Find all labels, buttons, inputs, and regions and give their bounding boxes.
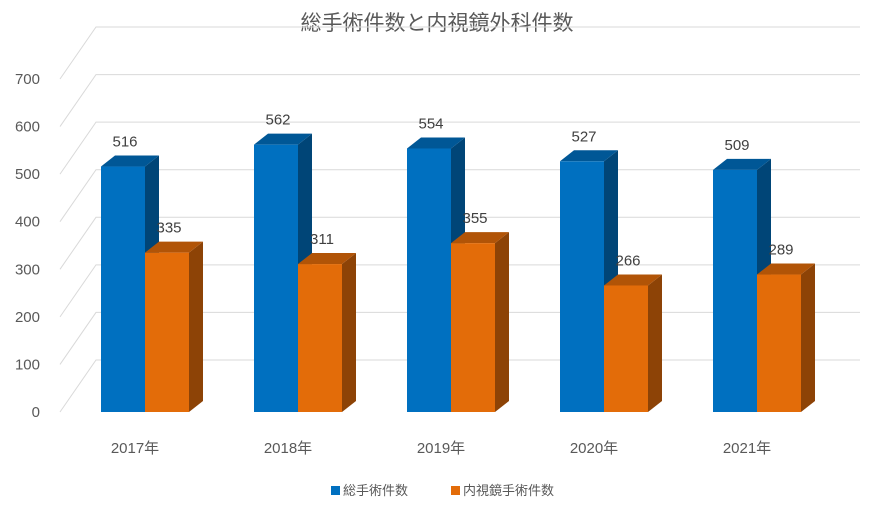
- y-tick-label: 300: [15, 261, 40, 278]
- x-tick-label: 2018年: [264, 440, 312, 457]
- gridline: [59, 74, 860, 127]
- legend-item: 総手術件数: [331, 484, 408, 499]
- data-label: 509: [724, 137, 749, 154]
- bar-top: [298, 253, 356, 265]
- bar-front: [101, 166, 145, 412]
- chart-title: 総手術件数と内視鏡外科件数: [301, 11, 574, 35]
- data-label: 335: [156, 220, 181, 237]
- bars: [101, 133, 815, 413]
- bar-front: [254, 144, 298, 412]
- bar-front: [713, 169, 757, 412]
- legend-swatch: [451, 486, 460, 495]
- bar-side: [648, 274, 662, 412]
- data-label: 527: [571, 128, 596, 145]
- data-label: 355: [462, 210, 487, 227]
- bar-front: [604, 285, 648, 412]
- gridline: [59, 26, 860, 80]
- gridlines: [59, 26, 860, 413]
- bar: [298, 253, 356, 412]
- bar: [604, 274, 662, 412]
- x-tick-label: 2020年: [570, 440, 618, 457]
- y-tick-label: 700: [15, 71, 40, 88]
- data-label: 266: [615, 252, 640, 269]
- legend: 総手術件数 内視鏡手術件数: [331, 483, 554, 499]
- bar-side: [189, 241, 203, 412]
- bar: [145, 241, 203, 412]
- bar: [101, 155, 159, 412]
- y-tick-label: 400: [15, 214, 40, 231]
- bar: [451, 232, 509, 412]
- data-label: 562: [265, 112, 290, 129]
- bar-front: [560, 161, 604, 412]
- data-labels: 516 335 562 311 554 355 527 266 509 289: [112, 112, 793, 270]
- y-tick-label: 0: [32, 404, 40, 421]
- data-label: 554: [418, 115, 443, 132]
- bar-side: [801, 263, 815, 412]
- bar: [757, 263, 815, 412]
- legend-label: 内視鏡手術件数: [463, 483, 554, 499]
- bar-top: [254, 133, 312, 145]
- bar-side: [495, 232, 509, 412]
- y-tick-label: 100: [15, 356, 40, 373]
- gridline: [59, 121, 860, 175]
- legend-item: 内視鏡手術件数: [451, 483, 554, 499]
- y-axis: 0 100 200 300 400 500 600 700: [15, 71, 40, 421]
- bar-side: [342, 253, 356, 412]
- x-tick-label: 2019年: [417, 440, 465, 457]
- data-label: 289: [768, 242, 793, 259]
- y-tick-label: 600: [15, 119, 40, 136]
- bar-top: [713, 158, 771, 170]
- x-tick-label: 2021年: [723, 440, 771, 457]
- bar-top: [604, 274, 662, 286]
- legend-swatch: [331, 486, 340, 495]
- bar-top: [560, 150, 618, 162]
- bar-front: [407, 148, 451, 412]
- y-tick-label: 500: [15, 166, 40, 183]
- bar-front: [298, 264, 342, 412]
- y-tick-label: 200: [15, 309, 40, 326]
- legend-label: 総手術件数: [343, 484, 408, 499]
- bar-front: [145, 252, 189, 412]
- x-axis: 2017年 2018年 2019年 2020年 2021年: [111, 440, 771, 457]
- bar-top: [757, 263, 815, 275]
- bar-top: [145, 241, 203, 253]
- data-label: 516: [112, 134, 137, 151]
- x-tick-label: 2017年: [111, 440, 159, 457]
- bar-front: [757, 274, 801, 412]
- bar-front: [451, 243, 495, 412]
- bar-top: [451, 232, 509, 244]
- bar-top: [101, 155, 159, 167]
- data-label: 311: [310, 231, 334, 248]
- bar-top: [407, 137, 465, 149]
